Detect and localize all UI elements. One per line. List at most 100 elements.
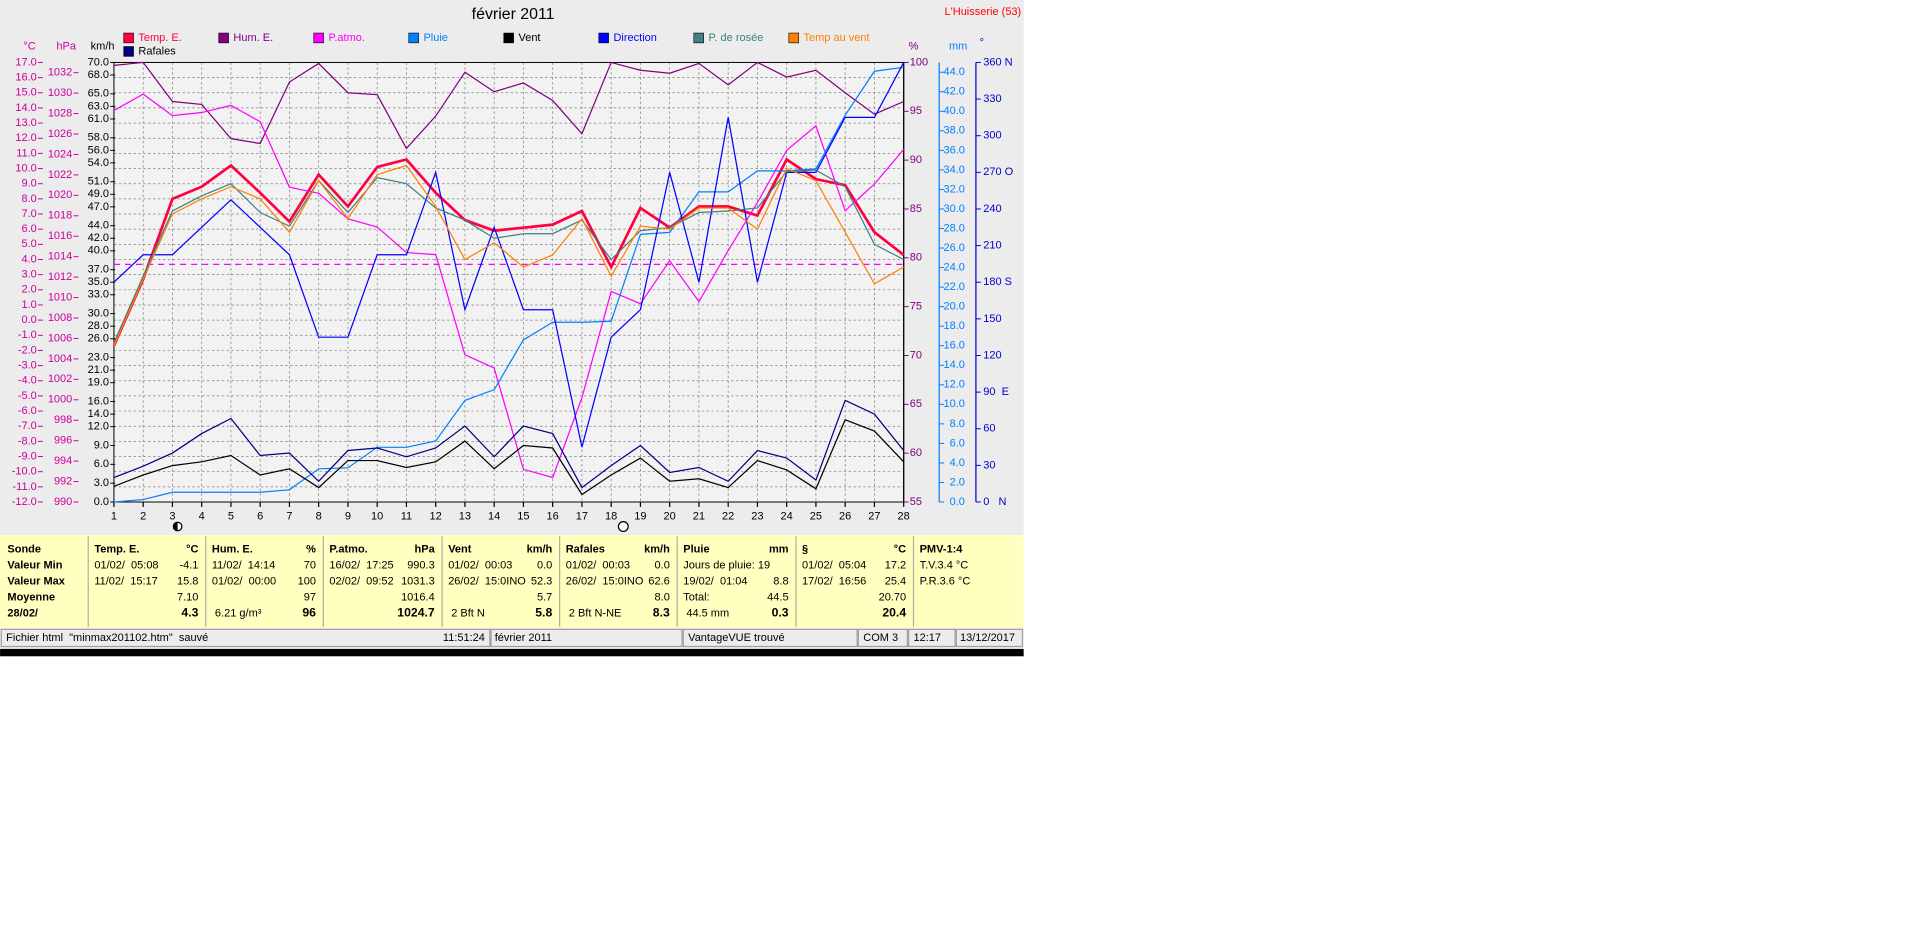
y-tick-label: 1022 (48, 169, 72, 181)
y-tick-label: 1016 (48, 230, 72, 242)
y-tick-label: -11.0 (13, 481, 37, 493)
axis-unit-label: km/h (91, 40, 115, 52)
y-tick-label: 1.0 (21, 299, 36, 311)
y-tick-label: 992 (54, 475, 72, 487)
legend-label: Hum. E. (233, 32, 273, 44)
y-tick-label: 4.0 (950, 457, 965, 469)
status-panel (682, 628, 858, 648)
table-header: Pluie (683, 544, 709, 556)
table-cell: 0.0 (537, 560, 552, 572)
y-tick-label: -2.0 (18, 344, 37, 356)
y-tick-label: 14.0 (15, 102, 36, 114)
table-cell: 62.6 (648, 576, 669, 588)
status-text: février 2011 (495, 632, 552, 644)
y-tick-label: 38.0 (943, 125, 964, 137)
table-cell: 2 Bft N (448, 607, 485, 619)
table-cell: 26/02/ 15:0INO (566, 576, 644, 588)
table-unit: hPa (415, 544, 436, 556)
chart-title: février 2011 (472, 6, 555, 23)
table-cell: 1024.7 (397, 606, 435, 620)
y-tick-label: 6.0 (94, 458, 109, 470)
y-tick-label: 1012 (48, 271, 72, 283)
y-tick-label: 70 (910, 349, 922, 361)
y-tick-label: 42.0 (88, 232, 109, 244)
y-tick-label: 12.0 (943, 379, 964, 391)
y-tick-label: 14.0 (88, 408, 109, 420)
table-cell: T.V.3.4 °C (920, 560, 969, 572)
y-tick-label: 1002 (48, 373, 72, 385)
y-tick-label: -9.0 (18, 450, 37, 462)
x-tick-label: 12 (430, 511, 442, 523)
y-tick-label: 0 N (983, 496, 1006, 508)
status-text: 12:17 (913, 632, 941, 644)
table-header: Sonde (7, 544, 41, 556)
y-tick-label: 30.0 (943, 203, 964, 215)
table-header: P.atmo. (329, 544, 367, 556)
legend-swatch (693, 32, 704, 44)
status-panel (907, 628, 956, 648)
table-cell: 70 (304, 560, 316, 572)
x-tick-label: 13 (459, 511, 471, 523)
y-tick-label: 2.0 (950, 476, 965, 488)
y-tick-label: 28.0 (88, 320, 109, 332)
table-cell: -4.1 (179, 560, 198, 572)
table-cell: 01/02/ 00:03 (448, 560, 512, 572)
y-tick-label: 60 (983, 423, 995, 435)
table-cell: 28/02/ (7, 607, 38, 619)
y-tick-label: 1000 (48, 394, 72, 406)
table-cell: 8.8 (773, 576, 788, 588)
table-cell: 1031.3 (401, 576, 435, 588)
legend-swatch (598, 32, 609, 44)
x-tick-label: 28 (898, 511, 910, 523)
x-tick-label: 17 (576, 511, 588, 523)
station-name: L'Huisserie (53) (945, 6, 1022, 18)
y-tick-label: 58.0 (88, 132, 109, 144)
y-tick-label: 1004 (48, 353, 72, 365)
x-tick-label: 19 (634, 511, 646, 523)
y-tick-label: 1010 (48, 291, 72, 303)
y-tick-label: 6.0 (950, 437, 965, 449)
legend-swatch (408, 32, 419, 44)
plot-area (113, 62, 904, 503)
x-tick-label: 1 (111, 511, 117, 523)
axis-unit-label: % (909, 40, 919, 52)
x-tick-label: 15 (517, 511, 529, 523)
y-tick-label: 47.0 (88, 201, 109, 213)
status-text: COM 3 (863, 632, 898, 644)
series-line (113, 61, 904, 150)
y-tick-label: 6.0 (21, 223, 36, 235)
table-unit: mm (769, 544, 789, 556)
y-tick-label: 65 (910, 398, 922, 410)
y-tick-label: 90 E (983, 386, 1009, 398)
y-tick-label: 80 (910, 252, 922, 264)
table-header: PMV-1:4 (920, 544, 964, 556)
y-tick-label: 33.0 (88, 289, 109, 301)
y-tick-label: -12.0 (12, 496, 37, 508)
y-tick-label: 13.0 (15, 117, 36, 129)
y-tick-label: 1026 (48, 128, 72, 140)
y-tick-label: 3.0 (21, 269, 36, 281)
y-tick-label: 8.0 (21, 193, 36, 205)
y-tick-label: -10.0 (12, 466, 37, 478)
table-header: Temp. E. (94, 544, 139, 556)
stats-table-background (0, 535, 1024, 629)
y-tick-label: 12.0 (88, 421, 109, 433)
y-tick-label: 70.0 (88, 56, 109, 68)
y-tick-label: 22.0 (943, 281, 964, 293)
table-cell: 02/02/ 09:52 (329, 576, 393, 588)
y-tick-label: 28.0 (943, 222, 964, 234)
y-tick-label: 90 (910, 154, 922, 166)
table-cell: 8.3 (653, 606, 670, 620)
x-tick-label: 9 (345, 511, 351, 523)
table-header: Vent (448, 544, 472, 556)
table-cell: 96 (302, 606, 316, 620)
y-tick-label: 35.0 (88, 276, 109, 288)
legend-swatch (123, 32, 134, 44)
y-tick-label: 15.0 (15, 87, 36, 99)
table-cell: 97 (304, 591, 316, 603)
y-tick-label: 210 (983, 240, 1001, 252)
axis-unit-label: °C (23, 40, 35, 52)
y-tick-label: 16.0 (15, 72, 36, 84)
y-tick-label: 40.0 (943, 105, 964, 117)
y-tick-label: 30.0 (88, 308, 109, 320)
